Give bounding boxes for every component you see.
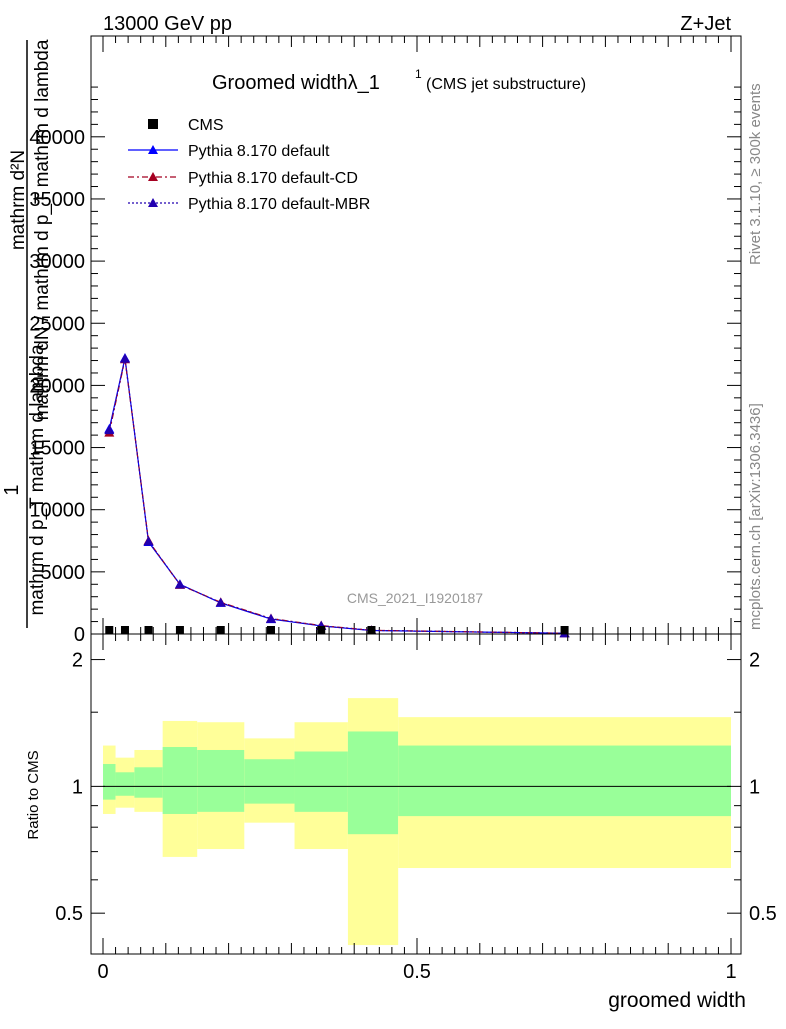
x-axis-title: groomed width	[608, 989, 746, 1012]
cms-point	[105, 626, 114, 634]
band-green	[398, 745, 731, 817]
main-y-axis-title: 1 mathrm d²N mathrm dN / mathrm d p_T ma…	[1, 39, 53, 628]
legend-label-2: Pythia 8.170 default-CD	[188, 170, 358, 187]
main-ytick-label: 35000	[29, 189, 85, 211]
main-ytick-label: 5000	[41, 562, 86, 584]
legend-marker-2	[148, 172, 158, 181]
ylabel-line-2: mathrm d²N	[8, 150, 29, 250]
cms-point	[317, 626, 326, 634]
series-layer	[104, 353, 570, 638]
cms-point	[560, 626, 569, 634]
mcplots-label: mcplots.cern.ch [arXiv:1306.3436]	[747, 403, 764, 630]
cms-point	[144, 626, 153, 634]
cms-point	[175, 626, 184, 634]
ratio-frame	[90, 633, 742, 955]
main-ytick-label: 20000	[29, 375, 85, 397]
title-superscript: 1	[415, 67, 422, 81]
main-ytick-label: 30000	[29, 251, 85, 273]
series-marker-2	[143, 536, 154, 546]
process-label: Z+Jet	[680, 13, 731, 35]
title-subtitle: (CMS jet substructure)	[426, 76, 586, 93]
ratio-ytick-label-right: 2	[749, 650, 760, 672]
cms-point	[216, 626, 225, 634]
xtick-label: 0.5	[403, 961, 431, 983]
band-green	[134, 767, 163, 798]
ratio-ytick-label-right: 0.5	[749, 903, 777, 925]
series-line-0	[108, 357, 565, 634]
plot-title: Groomed widthλ_1 1 (CMS jet substructure…	[212, 67, 586, 94]
band-green	[294, 751, 348, 812]
ratio-ytick-label: 1	[72, 776, 83, 798]
energy-label: 13000 GeV pp	[103, 13, 232, 35]
ratio-y-axis-title: Ratio to CMS	[25, 750, 42, 839]
ratio-ytick-label-right: 1	[749, 776, 760, 798]
cms-point	[120, 626, 129, 634]
band-green	[162, 747, 198, 814]
ratio-ytick-label: 0.5	[55, 903, 83, 925]
main-ytick-label: 0	[74, 624, 85, 646]
series-marker-2	[174, 579, 185, 589]
cms-point	[266, 626, 275, 634]
band-green	[197, 749, 245, 812]
main-ytick-label: 25000	[29, 313, 85, 335]
series-marker-2	[104, 425, 115, 435]
ratio-x-ticks: 0 0.5 1	[97, 634, 737, 983]
series-line-1	[108, 359, 565, 634]
legend-label-1: Pythia 8.170 default	[188, 143, 330, 160]
ratio-plot-panel: 0.5 0.51 12 2 0 0.5 1 Ratio to CMS groomed wi…	[25, 633, 777, 1012]
band-green	[115, 772, 135, 796]
series-marker-2	[265, 613, 276, 623]
ylabel-line-3: mathrm dN / mathrm d p_T mathrm d lambda	[32, 39, 53, 420]
ylabel-line-4: mathrm d p_T mathrm d lambda	[27, 344, 48, 615]
legend-label-0: CMS	[188, 117, 224, 134]
main-ytick-label: 40000	[29, 127, 85, 149]
legend-label-3: Pythia 8.170 default-MBR	[188, 196, 370, 213]
band-green	[244, 759, 295, 804]
ratio-y-ticks: 0.5 0.5 1 1 2 2	[55, 650, 777, 926]
legend-marker-3	[148, 198, 158, 207]
watermark: CMS_2021_I1920187	[347, 590, 483, 606]
band-green	[103, 764, 116, 800]
main-ytick-label: 15000	[29, 438, 85, 460]
series-marker-2	[215, 597, 226, 607]
ylabel-line-1: 1	[1, 484, 23, 495]
main-ytick-label: 10000	[29, 500, 85, 522]
legend: CMS Pythia 8.170 default Pythia 8.170 defa…	[128, 117, 370, 213]
series-line-2	[108, 358, 565, 634]
title-main: Groomed widthλ_1	[212, 72, 380, 94]
band-green	[347, 731, 399, 835]
ratio-ytick-label: 2	[72, 650, 83, 672]
xtick-label: 0	[97, 961, 108, 983]
main-y-ticks: 0 5000 10000 15000 20000 25000 30000 35000 40000	[29, 86, 741, 646]
cms-point	[367, 626, 376, 634]
xtick-label: 1	[725, 961, 736, 983]
uncertainty-bands	[103, 698, 731, 946]
legend-marker-1	[148, 145, 158, 154]
series-marker-2	[119, 353, 130, 363]
main-plot-panel: 1 mathrm d²N mathrm dN / mathrm d p_T ma…	[1, 35, 742, 646]
legend-marker-cms	[148, 119, 158, 129]
rivet-label: Rivet 3.1.10, ≥ 300k events	[747, 83, 764, 265]
